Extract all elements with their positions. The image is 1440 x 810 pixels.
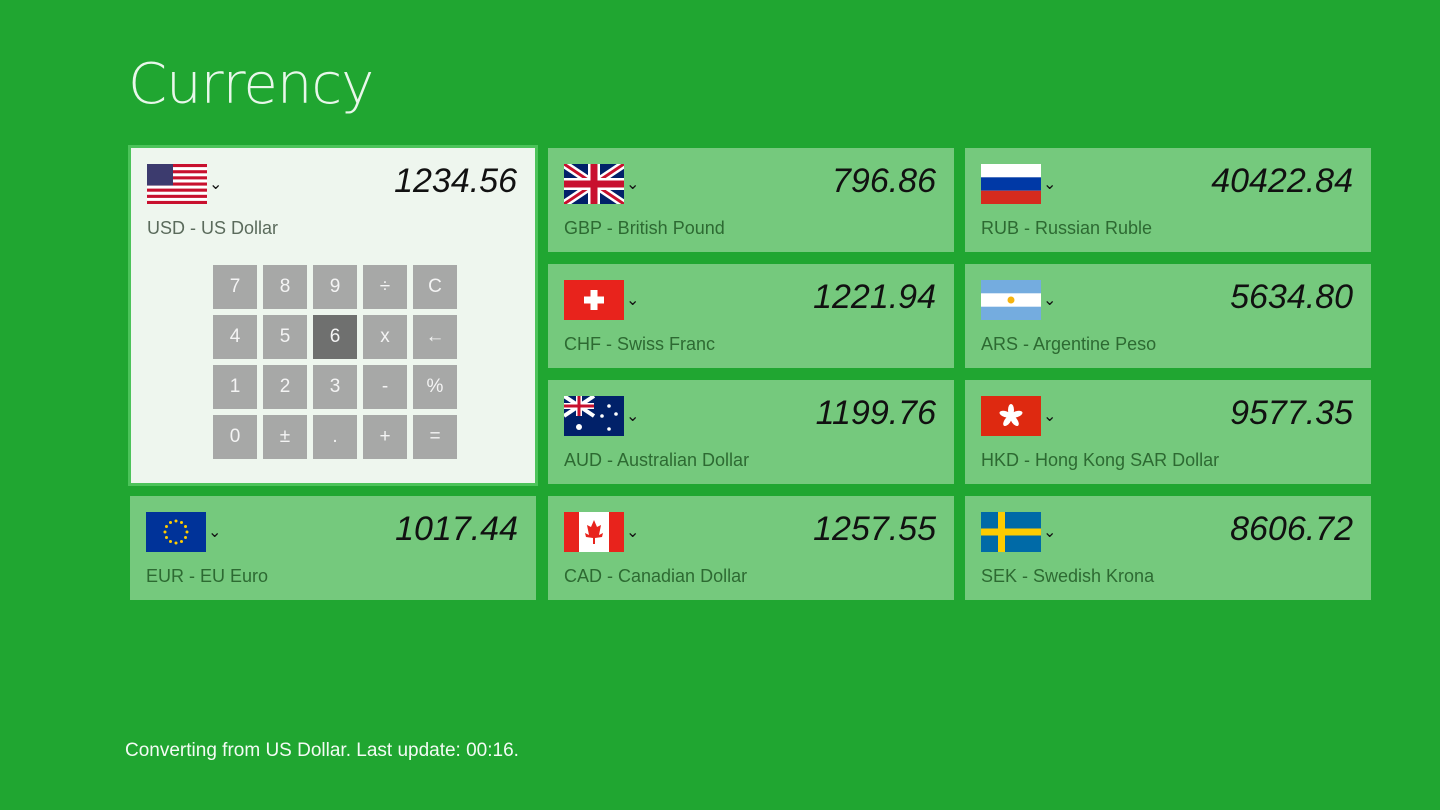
currency-label: CAD - Canadian Dollar: [564, 566, 748, 586]
key-button[interactable]: 9: [313, 265, 357, 309]
currency-label: GBP - British Pound: [564, 218, 725, 238]
key-button[interactable]: 8: [263, 265, 307, 309]
key-button[interactable]: 6: [313, 315, 357, 359]
chevron-down-icon[interactable]: ⌄: [626, 406, 640, 425]
key-button[interactable]: ÷: [363, 265, 407, 309]
currency-tile-ru[interactable]: ⌄ 40422.84 RUB - Russian Ruble: [965, 148, 1371, 252]
key-button[interactable]: ←: [413, 315, 457, 359]
ar-flag-icon[interactable]: [981, 280, 1041, 320]
chevron-down-icon[interactable]: ⌄: [1043, 290, 1057, 309]
us-flag-icon[interactable]: [147, 164, 207, 204]
currency-tile-se[interactable]: ⌄ 8606.72 SEK - Swedish Krona: [965, 496, 1371, 600]
key-button[interactable]: x: [363, 315, 407, 359]
converted-amount: 1017.44: [395, 510, 518, 548]
hk-flag-icon[interactable]: [981, 396, 1041, 436]
currency-tile-gb[interactable]: ⌄ 796.86 GBP - British Pound: [548, 148, 954, 252]
converted-amount: 8606.72: [1230, 510, 1353, 548]
currency-tile-ch[interactable]: ⌄ 1221.94 CHF - Swiss Franc: [548, 264, 954, 368]
key-button[interactable]: 7: [213, 265, 257, 309]
eu-flag-icon[interactable]: [146, 512, 206, 552]
chevron-down-icon[interactable]: ⌄: [1043, 522, 1057, 541]
converted-amount: 5634.80: [1230, 278, 1353, 316]
status-text: Converting from US Dollar. Last update: …: [125, 740, 519, 761]
base-amount[interactable]: 1234.56: [394, 162, 517, 200]
au-flag-icon[interactable]: [564, 396, 624, 436]
chevron-down-icon[interactable]: ⌄: [626, 522, 640, 541]
converted-amount: 796.86: [832, 162, 936, 200]
key-button[interactable]: ±: [263, 415, 307, 459]
key-button[interactable]: 1: [213, 365, 257, 409]
chevron-down-icon[interactable]: ⌄: [208, 522, 222, 541]
key-button[interactable]: 5: [263, 315, 307, 359]
chevron-down-icon[interactable]: ⌄: [209, 174, 223, 193]
se-flag-icon[interactable]: [981, 512, 1041, 552]
key-button[interactable]: =: [413, 415, 457, 459]
base-currency-tile[interactable]: ⌄ 1234.56 USD - US Dollar 7 8 9 ÷ C 4 5 6 x ← 1 2 3-…: [128, 145, 538, 486]
ca-flag-icon[interactable]: [564, 512, 624, 552]
key-button[interactable]: -: [363, 365, 407, 409]
key-button[interactable]: +: [363, 415, 407, 459]
currency-label: SEK - Swedish Krona: [981, 566, 1155, 586]
currency-label: AUD - Australian Dollar: [564, 450, 750, 470]
base-currency-label: USD - US Dollar: [147, 218, 279, 238]
page-title: Currency: [128, 52, 374, 117]
converted-amount: 1199.76: [815, 394, 936, 432]
currency-label: RUB - Russian Ruble: [981, 218, 1153, 238]
converted-amount: 1221.94: [813, 278, 936, 316]
converted-amount: 1257.55: [813, 510, 936, 548]
currency-tile-ca[interactable]: ⌄ 1257.55 CAD - Canadian Dollar: [548, 496, 954, 600]
keypad: 7 8 9 ÷ C 4 5 6 x ← 1 2 3-% 0 ±. + =: [213, 265, 457, 459]
chevron-down-icon[interactable]: ⌄: [1043, 406, 1057, 425]
chevron-down-icon[interactable]: ⌄: [626, 290, 640, 309]
currency-label: HKD - Hong Kong SAR Dollar: [981, 450, 1220, 470]
currency-label: EUR - EU Euro: [146, 566, 269, 586]
converted-amount: 9577.35: [1230, 394, 1353, 432]
key-button[interactable]: 3: [313, 365, 357, 409]
key-button[interactable]: 4: [213, 315, 257, 359]
ru-flag-icon[interactable]: [981, 164, 1041, 204]
key-button[interactable]: 2: [263, 365, 307, 409]
currency-tile-hk[interactable]: ⌄ 9577.35 HKD - Hong Kong SAR Dollar: [965, 380, 1371, 484]
currency-tile-eu[interactable]: ⌄ 1017.44 EUR - EU Euro: [130, 496, 536, 600]
key-button[interactable]: .: [313, 415, 357, 459]
key-button[interactable]: C: [413, 265, 457, 309]
currency-tile-au[interactable]: ⌄ 1199.76 AUD - Australian Dollar: [548, 380, 954, 484]
currency-label: CHF - Swiss Franc: [564, 334, 716, 354]
converted-amount: 40422.84: [1211, 162, 1353, 200]
currency-label: ARS - Argentine Peso: [981, 334, 1157, 354]
key-button[interactable]: %: [413, 365, 457, 409]
chevron-down-icon[interactable]: ⌄: [626, 174, 640, 193]
ch-flag-icon[interactable]: [564, 280, 624, 320]
currency-tile-ar[interactable]: ⌄ 5634.80 ARS - Argentine Peso: [965, 264, 1371, 368]
chevron-down-icon[interactable]: ⌄: [1043, 174, 1057, 193]
gb-flag-icon[interactable]: [564, 164, 624, 204]
key-button[interactable]: 0: [213, 415, 257, 459]
